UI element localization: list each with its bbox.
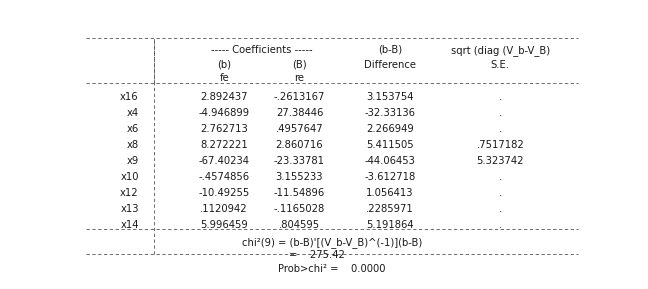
Text: -23.33781: -23.33781	[274, 156, 325, 166]
Text: Difference: Difference	[364, 60, 416, 70]
Text: -10.49255: -10.49255	[198, 188, 249, 198]
Text: =    275.42: = 275.42	[289, 250, 345, 260]
Text: .1120942: .1120942	[200, 204, 248, 214]
Text: .: .	[499, 220, 502, 230]
Text: 2.762713: 2.762713	[200, 124, 248, 134]
Text: 2.892437: 2.892437	[200, 92, 248, 102]
Text: .: .	[499, 92, 502, 102]
Text: -.4574856: -.4574856	[198, 172, 249, 182]
Text: 2.860716: 2.860716	[275, 140, 323, 150]
Text: -3.612718: -3.612718	[364, 172, 415, 182]
Text: sqrt (diag (V_b-V_B): sqrt (diag (V_b-V_B)	[451, 45, 550, 55]
Text: x4: x4	[126, 108, 139, 118]
Text: 3.155233: 3.155233	[275, 172, 323, 182]
Text: x12: x12	[120, 188, 139, 198]
Text: -32.33136: -32.33136	[364, 108, 415, 118]
Text: x16: x16	[120, 92, 139, 102]
Text: chi²(9) = (b-B)'[(V_b-V_B)^(-1)](b-B): chi²(9) = (b-B)'[(V_b-V_B)^(-1)](b-B)	[242, 237, 422, 248]
Text: -.2613167: -.2613167	[273, 92, 325, 102]
Text: 5.191864: 5.191864	[366, 220, 413, 230]
Text: -4.946899: -4.946899	[198, 108, 249, 118]
Text: S.E.: S.E.	[491, 60, 510, 70]
Text: x8: x8	[126, 140, 139, 150]
Text: .804595: .804595	[279, 220, 320, 230]
Text: .: .	[499, 108, 502, 118]
Text: x14: x14	[121, 220, 139, 230]
Text: .2285971: .2285971	[366, 204, 413, 214]
Text: .7517182: .7517182	[476, 140, 524, 150]
Text: fe: fe	[219, 73, 229, 83]
Text: .: .	[499, 204, 502, 214]
Text: 5.996459: 5.996459	[200, 220, 248, 230]
Text: .: .	[499, 124, 502, 134]
Text: -.1165028: -.1165028	[274, 204, 325, 214]
Text: (b-B): (b-B)	[378, 45, 402, 55]
Text: 5.323742: 5.323742	[476, 156, 524, 166]
Text: x6: x6	[126, 124, 139, 134]
Text: 27.38446: 27.38446	[276, 108, 323, 118]
Text: 3.153754: 3.153754	[366, 92, 413, 102]
Text: (b): (b)	[217, 60, 231, 70]
Text: re: re	[294, 73, 305, 83]
Text: 8.272221: 8.272221	[200, 140, 248, 150]
Text: (B): (B)	[292, 60, 307, 70]
Text: -67.40234: -67.40234	[199, 156, 249, 166]
Text: ----- Coefficients -----: ----- Coefficients -----	[211, 45, 312, 55]
Text: 1.056413: 1.056413	[366, 188, 413, 198]
Text: x9: x9	[126, 156, 139, 166]
Text: -11.54896: -11.54896	[274, 188, 325, 198]
Text: .: .	[499, 172, 502, 182]
Text: x13: x13	[121, 204, 139, 214]
Text: 2.266949: 2.266949	[366, 124, 413, 134]
Text: .: .	[499, 188, 502, 198]
Text: .4957647: .4957647	[275, 124, 323, 134]
Text: 5.411505: 5.411505	[366, 140, 413, 150]
Text: x10: x10	[121, 172, 139, 182]
Text: -44.06453: -44.06453	[364, 156, 415, 166]
Text: Prob>chi² =    0.0000: Prob>chi² = 0.0000	[279, 264, 386, 274]
